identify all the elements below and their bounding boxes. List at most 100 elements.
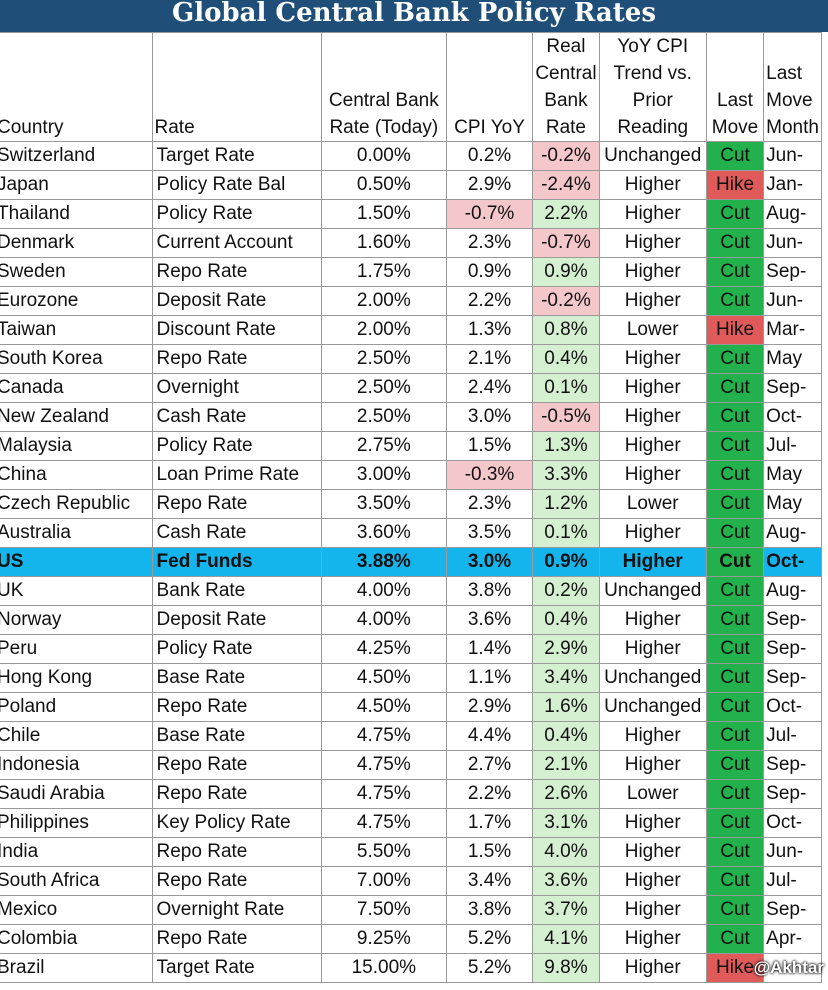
table-row: Mexico Overnight Rate 7.50% 3.8% 3.7% Higher C… (0, 895, 822, 925)
header-last-move: Last Move (705, 32, 765, 142)
country-cell: Sweden (0, 257, 153, 287)
last-move-badge: Cut (705, 460, 765, 490)
last-move-date-cell: May (763, 344, 822, 374)
real-rate-cell: 1.3% (532, 431, 600, 461)
table-row: Canada Overnight 2.50% 2.4% 0.1% Higher Cut Sep… (0, 373, 822, 403)
country-cell: Norway (0, 605, 153, 635)
rate-name-cell: Policy Rate (151, 431, 322, 461)
cb-rate-cell: 7.50% (320, 895, 447, 925)
rate-name-cell: Repo Rate (151, 344, 322, 374)
last-move-date-cell (763, 953, 822, 983)
country-cell: India (0, 837, 153, 867)
cb-rate-cell: 4.75% (320, 721, 447, 751)
cpi-trend-cell: Higher (598, 373, 707, 403)
cpi-trend-cell: Higher (598, 170, 707, 200)
cpi-cell: 1.5% (445, 431, 534, 461)
cb-rate-cell: 0.50% (320, 170, 447, 200)
last-move-date-cell: Mar- (763, 315, 822, 345)
last-move-badge: Cut (705, 634, 765, 664)
cpi-trend-cell: Higher (598, 866, 707, 896)
last-move-badge: Cut (705, 605, 765, 635)
header-real-line1: Real (546, 36, 586, 57)
last-move-badge: Cut (705, 402, 765, 432)
rate-name-cell: Current Account (151, 228, 322, 258)
cb-rate-cell: 1.50% (320, 199, 447, 229)
real-rate-cell: 0.4% (532, 721, 600, 751)
last-move-badge: Cut (705, 286, 765, 316)
cb-rate-cell: 3.50% (320, 489, 447, 519)
cpi-cell: 2.1% (445, 344, 534, 374)
cpi-cell: 2.3% (445, 228, 534, 258)
table-row: Switzerland Target Rate 0.00% 0.2% -0.2% Unch… (0, 141, 822, 171)
country-cell: US (0, 547, 153, 577)
cpi-cell: 3.5% (445, 518, 534, 548)
country-cell: South Africa (0, 866, 153, 896)
cpi-trend-cell: Higher (598, 402, 707, 432)
table-row: Brazil Target Rate 15.00% 5.2% 9.8% Higher Hik… (0, 953, 822, 983)
rate-name-cell: Discount Rate (151, 315, 322, 345)
real-rate-cell: -0.7% (532, 228, 600, 258)
real-rate-cell: 4.1% (532, 924, 600, 954)
cpi-cell: 2.3% (445, 489, 534, 519)
table-row: South Africa Repo Rate 7.00% 3.4% 3.6% Higher… (0, 866, 822, 896)
header-last-move-date: Last Move Month (763, 32, 822, 142)
header-row: Country Rate Central Bank Rate (Today) C… (0, 32, 822, 142)
rate-name-cell: Key Policy Rate (151, 808, 322, 838)
country-cell: Thailand (0, 199, 153, 229)
cpi-trend-cell: Lower (598, 779, 707, 809)
last-move-badge: Cut (705, 518, 765, 548)
country-cell: Indonesia (0, 750, 153, 780)
header-date-line1: Last (766, 63, 803, 84)
table-row: Eurozone Deposit Rate 2.00% 2.2% -0.2% Higher… (0, 286, 822, 316)
header-cpi: CPI YoY (445, 32, 534, 142)
country-cell: Mexico (0, 895, 153, 925)
real-rate-cell: -0.5% (532, 402, 600, 432)
cpi-trend-cell: Higher (598, 228, 707, 258)
last-move-date-cell: Jun- (763, 228, 822, 258)
cpi-cell: 3.6% (445, 605, 534, 635)
header-last-move-line1: Last (717, 90, 753, 111)
last-move-badge: Cut (705, 837, 765, 867)
cpi-cell: 5.2% (445, 924, 534, 954)
rate-name-cell: Bank Rate (151, 576, 322, 606)
real-rate-cell: -2.4% (532, 170, 600, 200)
table-row: Australia Cash Rate 3.60% 3.5% 0.1% Higher Cut… (0, 518, 822, 548)
country-cell: Malaysia (0, 431, 153, 461)
cpi-cell: 1.7% (445, 808, 534, 838)
cpi-trend-cell: Lower (598, 315, 707, 345)
table-row: Japan Policy Rate Bal 0.50% 2.9% -2.4% Higher… (0, 170, 822, 200)
last-move-date-cell: Jul- (763, 431, 822, 461)
real-rate-cell: 0.4% (532, 605, 600, 635)
last-move-badge: Cut (705, 866, 765, 896)
rate-name-cell: Cash Rate (151, 518, 322, 548)
cb-rate-cell: 2.75% (320, 431, 447, 461)
country-cell: South Korea (0, 344, 153, 374)
real-rate-cell: 3.3% (532, 460, 600, 490)
last-move-date-cell: Aug- (763, 199, 822, 229)
last-move-date-cell: May (763, 460, 822, 490)
cpi-cell: 0.2% (445, 141, 534, 171)
cpi-trend-cell: Higher (598, 431, 707, 461)
cpi-cell: 3.0% (445, 547, 534, 577)
cpi-cell: 3.8% (445, 576, 534, 606)
table-row: Colombia Repo Rate 9.25% 5.2% 4.1% Higher Cut A… (0, 924, 822, 954)
cpi-cell: 2.9% (445, 692, 534, 722)
cb-rate-cell: 2.50% (320, 402, 447, 432)
cb-rate-cell: 5.50% (320, 837, 447, 867)
last-move-badge: Cut (705, 141, 765, 171)
last-move-date-cell: Jun- (763, 286, 822, 316)
cb-rate-cell: 4.00% (320, 605, 447, 635)
cpi-cell: 0.9% (445, 257, 534, 287)
cpi-cell: 3.0% (445, 402, 534, 432)
last-move-date-cell: May (763, 489, 822, 519)
cpi-cell: 2.9% (445, 170, 534, 200)
country-cell: Saudi Arabia (0, 779, 153, 809)
last-move-date-cell: Sep- (763, 634, 822, 664)
cb-rate-cell: 9.25% (320, 924, 447, 954)
table-row: Hong Kong Base Rate 4.50% 1.1% 3.4% Unchanged… (0, 663, 822, 693)
cpi-cell: 2.2% (445, 779, 534, 809)
rate-name-cell: Policy Rate (151, 634, 322, 664)
header-trend-line4: Reading (617, 117, 689, 138)
